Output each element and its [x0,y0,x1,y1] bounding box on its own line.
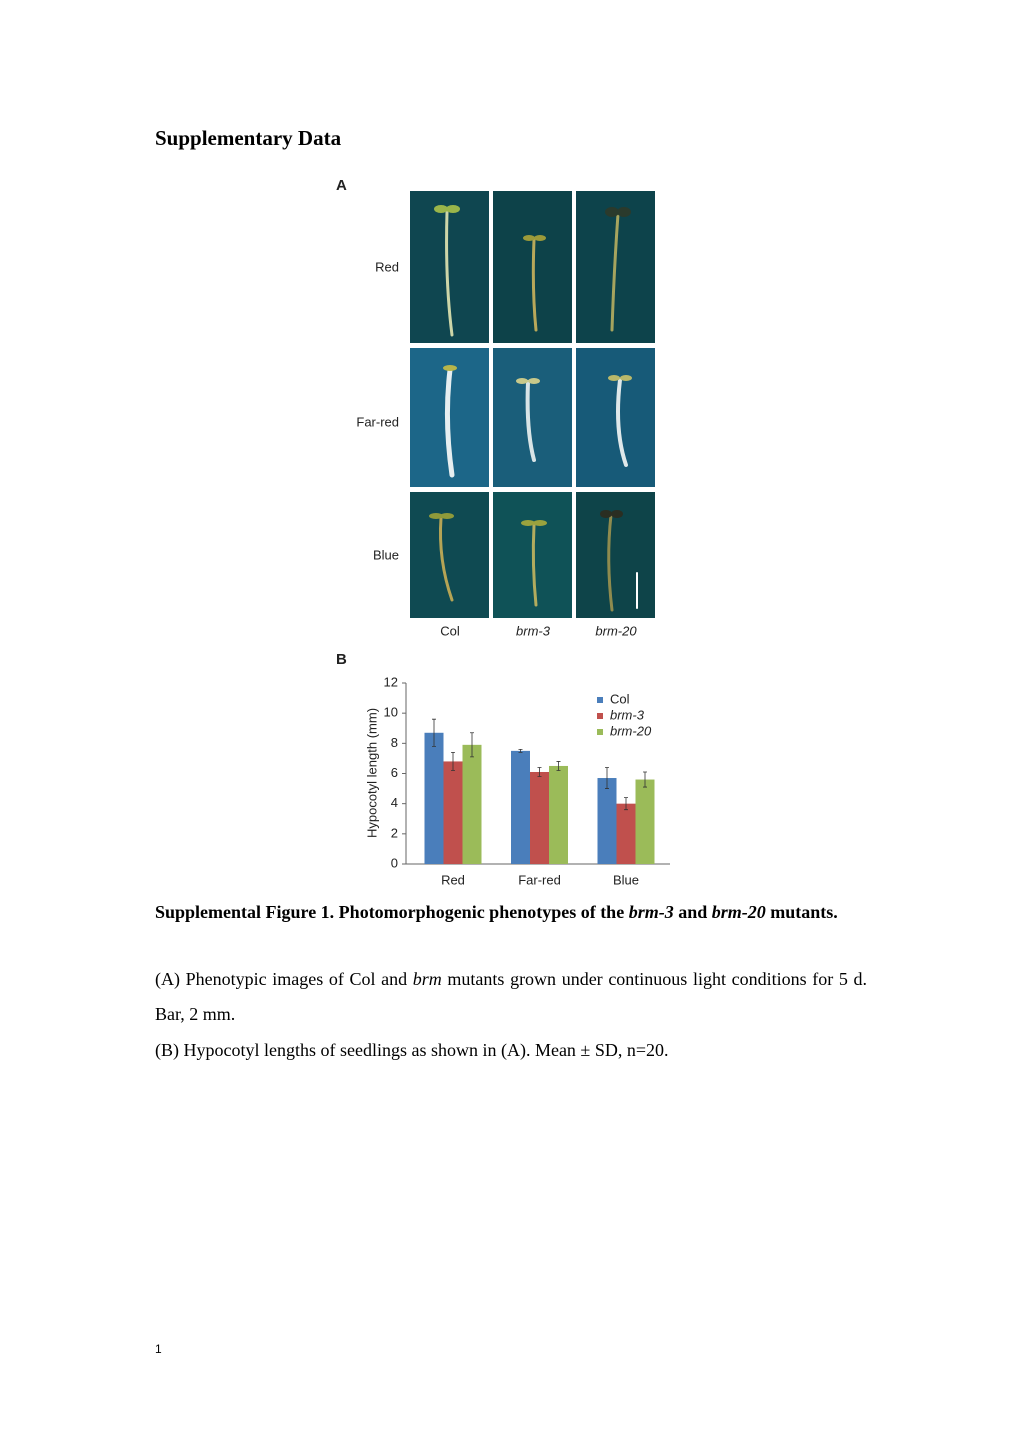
error-bar [518,748,523,753]
caption-text: mutants. [765,902,838,922]
y-tick-label: 2 [391,825,398,840]
caption-title: Supplemental Figure 1. Photomorphogenic … [155,895,867,930]
legend-label: brm-20 [610,723,652,738]
error-bar [605,767,609,789]
row-label: Far-red [356,414,399,429]
figure: A [336,177,670,887]
x-tick-label: Red [441,872,465,887]
column-label: Col [440,623,460,638]
y-tick-label: 12 [384,674,398,689]
y-tick-label: 10 [384,705,398,720]
error-bar [643,771,647,788]
y-tick-label: 0 [391,855,398,870]
bar [462,744,482,864]
caption-text: brm-20 [711,902,766,922]
y-tick-label: 4 [391,795,398,810]
bar [530,771,549,864]
row-label: Blue [373,547,399,562]
error-bar [624,797,628,811]
legend-label: Col [610,691,630,706]
x-tick-label: Far-red [518,872,561,887]
row-label: Red [375,259,399,274]
bar [443,761,463,864]
panel-label: A [336,177,347,194]
photo [410,492,489,618]
bar [635,779,655,864]
caption-text: Supplemental Figure 1. Photomorphogenic … [155,902,629,922]
caption-text: brm [412,969,442,989]
cotyledons [429,205,632,526]
x-tick-label: Blue [613,872,639,887]
y-axis-label: Hypocotyl length (mm) [364,708,379,838]
page-title: Supplementary Data [155,126,342,150]
bar [549,765,568,864]
error-bar [556,761,561,771]
bar [424,732,444,864]
photo-grid [410,191,655,618]
caption-text: and [673,902,712,922]
caption-text: (A) Phenotypic images of Col and [155,969,413,989]
caption-b: (B) Hypocotyl lengths of seedlings as sh… [155,1040,669,1060]
caption-text: brm-3 [628,902,674,922]
error-bar [537,767,542,777]
error-bar [470,732,474,758]
y-tick-label: 6 [391,765,398,780]
column-label: brm-20 [595,623,637,638]
bar [511,750,530,864]
bar [616,803,636,864]
caption-text: mutants grown under continuous light con… [155,969,867,1024]
panel-label: B [336,651,347,668]
legend-swatch [597,713,603,719]
seedlings [438,210,638,612]
legend-swatch [597,697,603,703]
photo [576,348,655,487]
error-bar [451,751,455,771]
error-bar [432,718,436,747]
y-tick-label: 8 [391,735,398,750]
legend-swatch [597,729,603,735]
column-label: brm-3 [516,623,551,638]
page-number: 1 [155,1342,162,1356]
bar [597,778,617,864]
legend-label: brm-3 [610,707,645,722]
photo [493,348,572,487]
caption-a: (A) Phenotypic images of Col and brm mut… [155,962,867,1032]
